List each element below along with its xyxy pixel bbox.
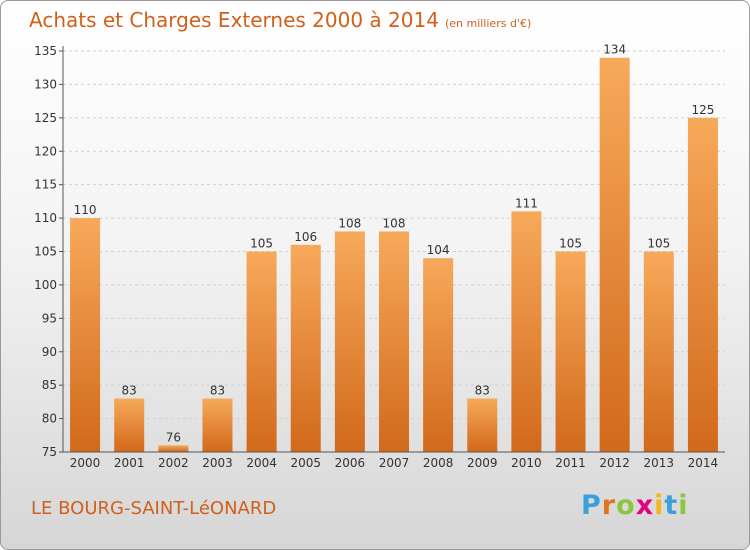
- x-tick-label: 2009: [467, 456, 498, 470]
- chart-title-text: Achats et Charges Externes 2000 à 2014: [29, 8, 439, 32]
- data-label: 108: [383, 216, 406, 230]
- data-label: 105: [250, 237, 273, 251]
- y-tick-label: 90: [42, 345, 57, 359]
- x-tick-label: 2002: [158, 456, 189, 470]
- chart-title: Achats et Charges Externes 2000 à 2014 (e…: [29, 8, 531, 32]
- bar-2012: [599, 57, 630, 452]
- x-tick-label: 2000: [70, 456, 101, 470]
- data-label: 134: [603, 43, 626, 57]
- bar-2002: [158, 445, 189, 452]
- logo-letter: o: [616, 490, 636, 521]
- bar-2008: [423, 258, 454, 452]
- bar-2006: [334, 231, 365, 452]
- y-tick-label: 75: [42, 445, 57, 459]
- x-tick-label: 2011: [555, 456, 586, 470]
- y-tick-label: 95: [42, 311, 57, 325]
- data-labels: 110 83 76 83 105 106 108 108 104 83 111 105 134 105 12…: [74, 43, 715, 445]
- y-tick-label: 120: [34, 144, 57, 158]
- data-label: 105: [559, 237, 582, 251]
- data-label: 110: [74, 203, 97, 217]
- bar-2001: [114, 398, 145, 452]
- x-tick-label: 2012: [599, 456, 630, 470]
- y-tick-label: 125: [34, 111, 57, 125]
- y-tick-labels: 75 80 85 90 95 100 105 110 115 120 125 130 135: [34, 44, 63, 459]
- data-label: 125: [691, 103, 714, 117]
- x-tick-label: 2007: [379, 456, 410, 470]
- x-tick-label: 2001: [114, 456, 145, 470]
- x-tick-label: 2003: [202, 456, 233, 470]
- data-label: 106: [294, 230, 317, 244]
- bar-2013: [643, 251, 674, 452]
- data-label: 83: [210, 384, 225, 398]
- x-tick-label: 2006: [335, 456, 366, 470]
- x-tick-label: 2008: [423, 456, 454, 470]
- x-tick-label: 2013: [644, 456, 675, 470]
- y-tick-label: 105: [34, 245, 57, 259]
- bars: [70, 57, 718, 452]
- logo-letter: r: [601, 490, 617, 521]
- axes: [62, 46, 725, 453]
- logo-letter: t: [664, 490, 679, 521]
- logo-letter: i: [678, 490, 689, 521]
- data-label: 111: [515, 196, 538, 210]
- y-tick-label: 135: [34, 44, 57, 58]
- x-tick-label: 2014: [688, 456, 719, 470]
- logo-letter: P: [581, 490, 602, 521]
- data-label: 108: [338, 216, 361, 230]
- logo-letter: i: [654, 490, 665, 521]
- bar-2005: [290, 244, 321, 452]
- y-tick-label: 100: [34, 278, 57, 292]
- commune-name: LE BOURG-SAINT-LéONARD: [31, 498, 277, 519]
- bar-2004: [246, 251, 277, 452]
- logo-letter: x: [635, 490, 655, 521]
- x-tick-label: 2004: [246, 456, 277, 470]
- bar-2014: [687, 117, 718, 452]
- bar-2003: [202, 398, 233, 452]
- data-label: 83: [122, 384, 137, 398]
- bar-2011: [555, 251, 586, 452]
- data-label: 83: [475, 384, 490, 398]
- bar-2010: [511, 211, 542, 452]
- y-tick-label: 115: [34, 178, 57, 192]
- bar-2007: [378, 231, 410, 452]
- data-label: 104: [427, 243, 450, 257]
- y-tick-label: 130: [34, 77, 57, 91]
- x-tick-label: 2010: [511, 456, 542, 470]
- data-label: 105: [647, 237, 670, 251]
- y-tick-label: 85: [42, 378, 57, 392]
- y-tick-label: 110: [34, 211, 57, 225]
- proxiti-logo: Proxiti: [581, 490, 689, 521]
- chart-subtitle: (en milliers d'€): [444, 17, 532, 30]
- x-tick-label: 2005: [290, 456, 321, 470]
- data-label: 76: [166, 430, 181, 444]
- x-tick-labels: 2000 2001 2002 2003 2004 2005 2006 2007 2008 2009…: [70, 456, 718, 470]
- y-tick-label: 80: [42, 412, 57, 426]
- bar-2009: [467, 398, 498, 452]
- bar-2000: [70, 218, 101, 452]
